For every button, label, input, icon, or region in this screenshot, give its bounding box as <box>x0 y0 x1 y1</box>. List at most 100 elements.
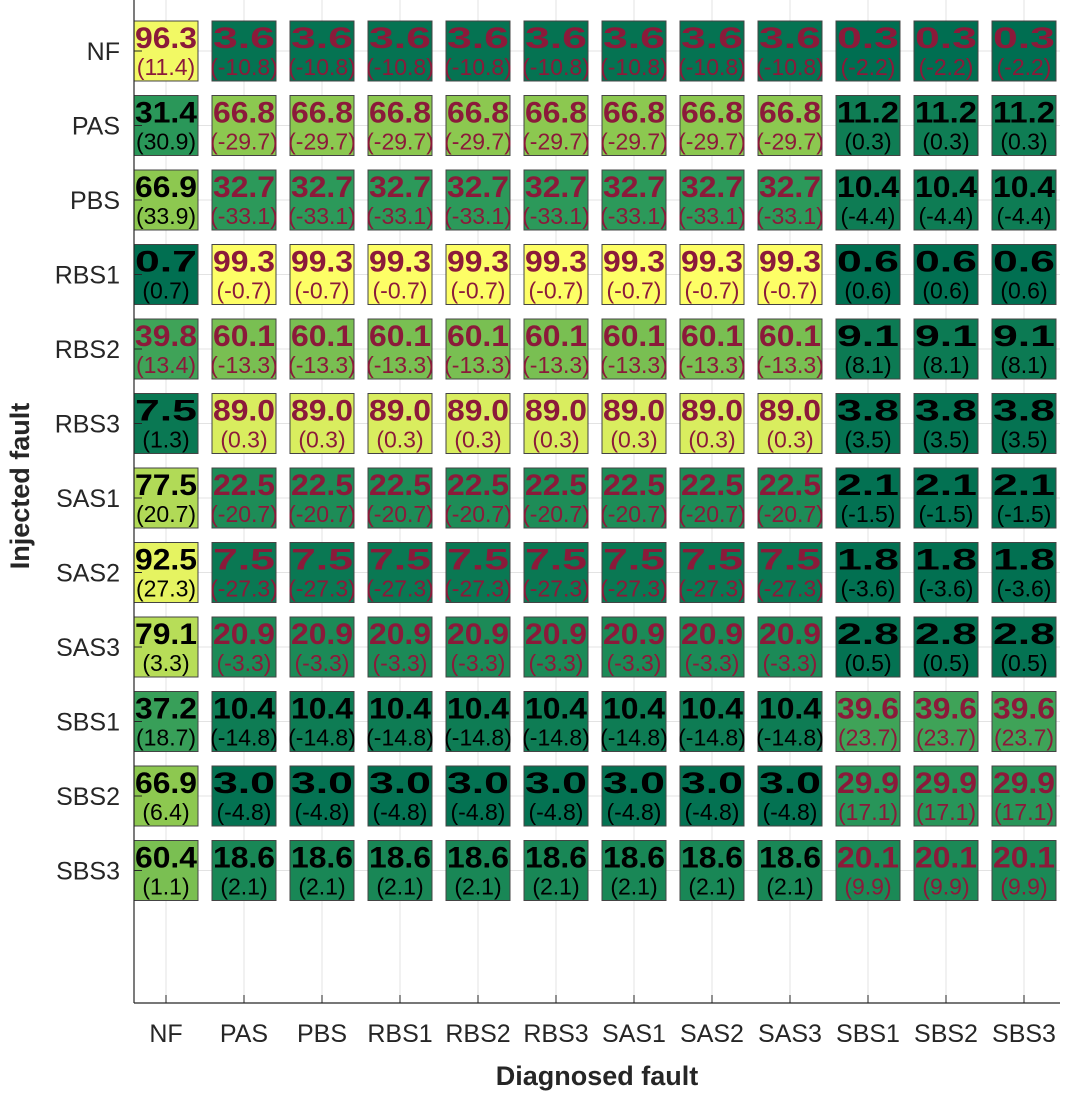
heatmap-cell: 18.6(2.1) <box>211 840 277 901</box>
cell-delta-label: (33.9) <box>136 203 196 229</box>
heatmap-cell: 7.5(-27.3) <box>756 542 824 603</box>
cell-delta-label: (23.7) <box>994 725 1054 751</box>
cell-delta-label: (-33.1) <box>444 203 512 229</box>
cell-rect <box>523 840 589 901</box>
cell-value-label: 7.5 <box>525 544 587 577</box>
cell-value-label: 66.8 <box>213 97 275 130</box>
cell-value-label: 3.8 <box>837 395 899 428</box>
cell-value-label: 60.4 <box>135 842 197 875</box>
cell-rect <box>523 95 589 156</box>
heatmap-cell: 3.0(-4.8) <box>367 765 433 827</box>
cell-rect <box>289 95 355 156</box>
cell-delta-label: (-0.7) <box>763 278 818 304</box>
cell-delta-label: (-29.7) <box>210 129 278 155</box>
cell-value-label: 89.0 <box>681 395 743 428</box>
cell-delta-label: (17.1) <box>916 799 976 825</box>
cell-delta-label: (2.1) <box>688 874 735 900</box>
heatmap-cell: 20.9(-3.3) <box>679 616 745 678</box>
cell-value-label: 32.7 <box>525 171 587 204</box>
heatmap-cell: 2.8(0.5) <box>913 616 979 678</box>
cell-rect <box>835 691 901 752</box>
heatmap-cell: 7.5(-27.3) <box>288 542 356 603</box>
heatmap-cell: 20.1(9.9) <box>991 840 1057 901</box>
cell-rect <box>289 169 355 231</box>
heatmap-cell: 39.6(23.7) <box>913 691 979 752</box>
y-tick-label: SAS2 <box>56 560 120 588</box>
cell-rect <box>991 95 1057 156</box>
cell-delta-label: (-3.3) <box>373 650 428 676</box>
cell-delta-label: (-33.1) <box>210 203 278 229</box>
cell-value-label: 11.2 <box>837 97 899 130</box>
cell-delta-label: (17.1) <box>994 799 1054 825</box>
heatmap-cell: 39.6(23.7) <box>835 691 901 752</box>
heatmap-cell: 66.8(-29.7) <box>366 95 434 156</box>
cell-delta-label: (-2.2) <box>997 54 1052 80</box>
cell-rect <box>601 542 667 603</box>
heatmap-cell: 77.5(20.7) <box>133 467 199 529</box>
cell-value-label: 89.0 <box>603 395 665 428</box>
heatmap-cell: 0.7(0.7) <box>133 244 199 305</box>
cell-rect <box>757 169 823 231</box>
heatmap-cell: 66.8(-29.7) <box>522 95 590 156</box>
cell-delta-label: (0.6) <box>1000 278 1047 304</box>
cell-value-label: 20.9 <box>447 618 509 651</box>
cell-value-label: 99.3 <box>291 246 353 279</box>
cell-rect <box>445 691 511 752</box>
cell-delta-label: (-14.8) <box>756 725 824 751</box>
cell-rect <box>523 169 589 231</box>
cell-value-label: 77.5 <box>135 469 197 502</box>
cell-delta-label: (2.1) <box>610 874 657 900</box>
cell-delta-label: (23.7) <box>916 725 976 751</box>
heatmap-cell: 3.6(-10.8) <box>288 20 356 82</box>
cell-delta-label: (-4.8) <box>607 799 662 825</box>
cell-delta-label: (-3.6) <box>997 576 1052 602</box>
heatmap-cell: 7.5(-27.3) <box>678 542 746 603</box>
cell-delta-label: (-27.3) <box>600 576 668 602</box>
heatmap-cell: 0.3(-2.2) <box>913 20 979 82</box>
cell-delta-label: (-4.4) <box>919 203 974 229</box>
heatmap-cell: 32.7(-33.1) <box>678 169 746 231</box>
cell-value-label: 32.7 <box>759 171 821 204</box>
cell-rect <box>991 318 1057 380</box>
heatmap-cell: 89.0(0.3) <box>367 393 433 454</box>
cell-value-label: 3.6 <box>681 22 743 55</box>
heatmap-cell: 66.8(-29.7) <box>288 95 356 156</box>
y-tick-label: PBS <box>70 187 120 215</box>
cell-rect <box>913 318 979 380</box>
cell-value-label: 22.5 <box>213 469 275 502</box>
cell-value-label: 9.1 <box>837 320 899 353</box>
heatmap-cell: 18.6(2.1) <box>601 840 667 901</box>
grid-lines <box>134 0 1060 1003</box>
cell-value-label: 66.8 <box>603 97 665 130</box>
cell-delta-label: (-10.8) <box>366 54 434 80</box>
cell-value-label: 10.4 <box>525 693 587 726</box>
cell-value-label: 20.1 <box>837 842 899 875</box>
heatmap-cell: 99.3(-0.7) <box>523 244 589 305</box>
heatmap-cell: 18.6(2.1) <box>523 840 589 901</box>
cell-delta-label: (-3.3) <box>295 650 350 676</box>
cell-delta-label: (17.1) <box>838 799 898 825</box>
cell-rect <box>601 318 667 380</box>
cell-delta-label: (-10.8) <box>444 54 512 80</box>
cell-value-label: 99.3 <box>759 246 821 279</box>
cell-rect <box>679 765 745 827</box>
cell-rect <box>523 20 589 82</box>
y-tick-label: RBS3 <box>55 411 120 439</box>
cell-delta-label: (30.9) <box>136 129 196 155</box>
cell-value-label: 1.8 <box>993 544 1055 577</box>
cell-value-label: 89.0 <box>447 395 509 428</box>
cell-rect <box>601 616 667 678</box>
cell-rect <box>679 393 745 454</box>
cell-value-label: 32.7 <box>447 171 509 204</box>
heatmap-cell: 22.5(-20.7) <box>444 467 512 529</box>
cell-value-label: 37.2 <box>135 693 197 726</box>
cell-rect <box>679 467 745 529</box>
heatmap-cell: 3.6(-10.8) <box>366 20 434 82</box>
heatmap-cell: 20.9(-3.3) <box>445 616 511 678</box>
heatmap-cell: 99.3(-0.7) <box>757 244 823 305</box>
heatmap-cell: 2.8(0.5) <box>835 616 901 678</box>
heatmap-cell: 99.3(-0.7) <box>445 244 511 305</box>
cell-value-label: 18.6 <box>447 842 509 875</box>
heatmap-cell: 32.7(-33.1) <box>444 169 512 231</box>
cell-delta-label: (-4.4) <box>841 203 896 229</box>
